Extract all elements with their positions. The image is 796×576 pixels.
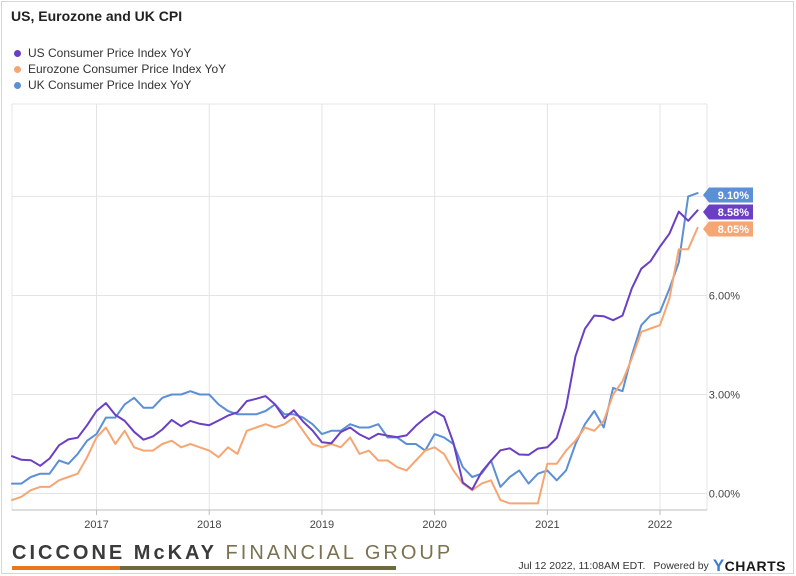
legend-item-us[interactable]: US Consumer Price Index YoY bbox=[14, 45, 226, 61]
x-tick-label: 2019 bbox=[310, 519, 334, 531]
x-tick-label: 2017 bbox=[84, 519, 108, 531]
x-tick-label: 2022 bbox=[648, 519, 672, 531]
logo-name-2: McKAY bbox=[133, 542, 217, 564]
end-label-badge bbox=[703, 204, 753, 220]
company-logo: CICCONE McKAY FINANCIAL GROUP bbox=[12, 542, 453, 570]
series-line-2 bbox=[11, 192, 699, 488]
x-tick-label: 2020 bbox=[422, 519, 446, 531]
x-tick-label: 2021 bbox=[535, 519, 559, 531]
x-tick-label: 2018 bbox=[197, 519, 221, 531]
logo-bar-orange bbox=[12, 566, 120, 570]
legend-label-us: US Consumer Price Index YoY bbox=[28, 46, 192, 60]
legend-swatch-us bbox=[14, 49, 21, 57]
legend-label-uk: UK Consumer Price Index YoY bbox=[28, 78, 192, 92]
logo-bar-olive bbox=[120, 566, 396, 570]
y-tick-label: 0.00% bbox=[709, 488, 740, 500]
end-label-badge bbox=[703, 187, 753, 203]
legend-item-uk[interactable]: UK Consumer Price Index YoY bbox=[14, 77, 226, 93]
logo-name-3: FINANCIAL GROUP bbox=[216, 542, 454, 564]
company-logo-text: CICCONE McKAY FINANCIAL GROUP bbox=[12, 542, 453, 565]
footer-timestamp: Jul 12 2022, 11:08AM EDT. bbox=[518, 560, 646, 572]
ycharts-brand: CHARTS bbox=[724, 558, 786, 574]
end-value-label: 8.05% bbox=[718, 224, 749, 236]
legend-label-eurozone: Eurozone Consumer Price Index YoY bbox=[28, 62, 227, 76]
ycharts-logo[interactable]: YCHARTS bbox=[713, 556, 786, 576]
legend-swatch-eurozone bbox=[14, 65, 21, 73]
series-line-1 bbox=[11, 226, 699, 505]
ycharts-y: Y bbox=[712, 556, 725, 575]
end-value-label: 9.10% bbox=[718, 190, 749, 202]
legend-item-eurozone[interactable]: Eurozone Consumer Price Index YoY bbox=[14, 61, 226, 77]
end-label-badge bbox=[703, 221, 753, 237]
y-tick-label: 6.00% bbox=[709, 290, 740, 302]
powered-by-text: Powered by bbox=[653, 560, 709, 572]
chart-legend: US Consumer Price Index YoY Eurozone Con… bbox=[14, 45, 226, 93]
legend-swatch-uk bbox=[14, 81, 21, 89]
footer-attribution: Jul 12 2022, 11:08AM EDT. Powered by YCH… bbox=[518, 556, 786, 576]
logo-underline bbox=[12, 566, 453, 570]
end-value-label: 8.58% bbox=[718, 207, 749, 219]
logo-name-1: CICCONE bbox=[12, 542, 134, 564]
chart-title: US, Eurozone and UK CPI bbox=[11, 8, 183, 24]
y-tick-label: 3.00% bbox=[709, 389, 740, 401]
series-line-0 bbox=[11, 209, 699, 491]
